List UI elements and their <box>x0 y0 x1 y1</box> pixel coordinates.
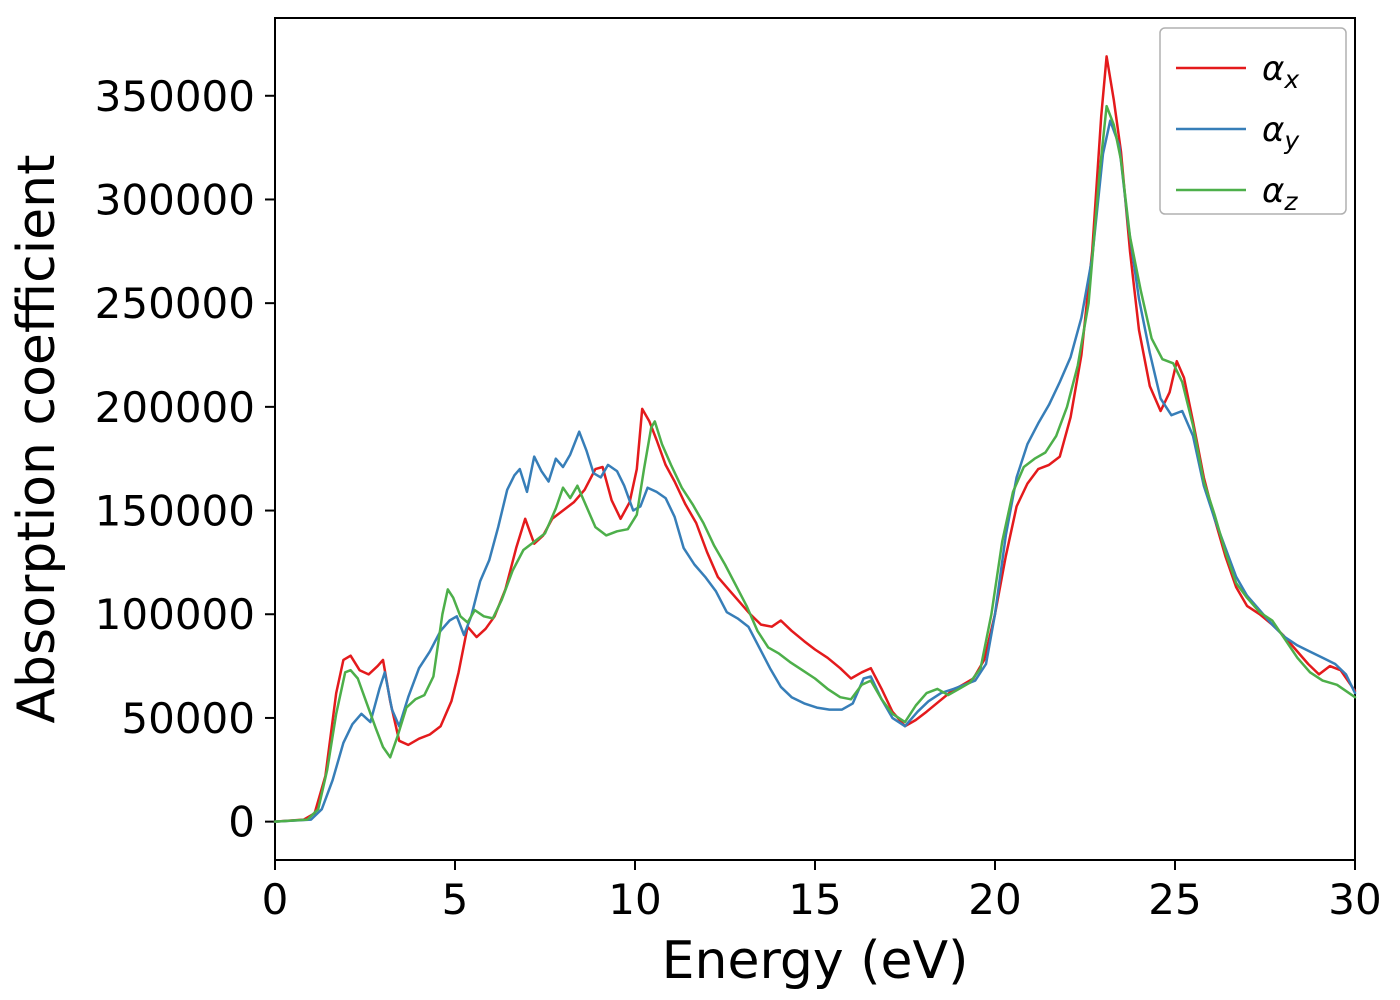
x-tick-label: 15 <box>788 875 841 924</box>
legend-item-alpha_y: αy <box>1176 110 1300 155</box>
legend-symbol-alpha_x: α <box>1262 49 1284 89</box>
legend-subscript-alpha_y: y <box>1283 126 1300 155</box>
legend-symbol-alpha_y: α <box>1262 110 1284 150</box>
x-tick-label: 20 <box>968 875 1021 924</box>
y-tick-label: 200000 <box>95 383 255 432</box>
y-axis-title: Absorption coefficient <box>7 154 67 723</box>
legend-item-alpha_x: αx <box>1176 49 1299 94</box>
y-tick-label: 250000 <box>95 279 255 328</box>
x-tick-label: 5 <box>442 875 469 924</box>
legend-label-alpha_z: αz <box>1262 171 1298 216</box>
x-tick-label: 30 <box>1328 875 1381 924</box>
x-tick-label: 25 <box>1148 875 1201 924</box>
legend-subscript-alpha_x: x <box>1283 65 1299 94</box>
y-tick-label: 350000 <box>95 72 255 121</box>
x-tick-label: 10 <box>608 875 661 924</box>
y-tick-label: 50000 <box>121 694 255 743</box>
series-line-alpha_y <box>273 119 1357 823</box>
legend-box <box>1159 27 1347 215</box>
y-tick-label: 300000 <box>95 175 255 224</box>
y-tick-label: 100000 <box>95 590 255 639</box>
x-axis-title: Energy (eV) <box>662 931 969 991</box>
legend-label-alpha_x: αx <box>1262 49 1299 94</box>
legend-symbol-alpha_z: α <box>1262 171 1284 211</box>
legend-subscript-alpha_z: z <box>1283 187 1298 216</box>
legend-item-alpha_z: αz <box>1176 171 1298 216</box>
x-tick-label: 0 <box>262 875 289 924</box>
y-tick-label: 0 <box>228 798 255 847</box>
plot-area: 0 5 10 15 20 25 30 0 50000 100000 150000 200000 2500… <box>95 17 1382 924</box>
legend-label-alpha_y: αy <box>1262 110 1300 155</box>
series-line-alpha_z <box>273 104 1357 823</box>
y-tick-label: 150000 <box>95 487 255 536</box>
